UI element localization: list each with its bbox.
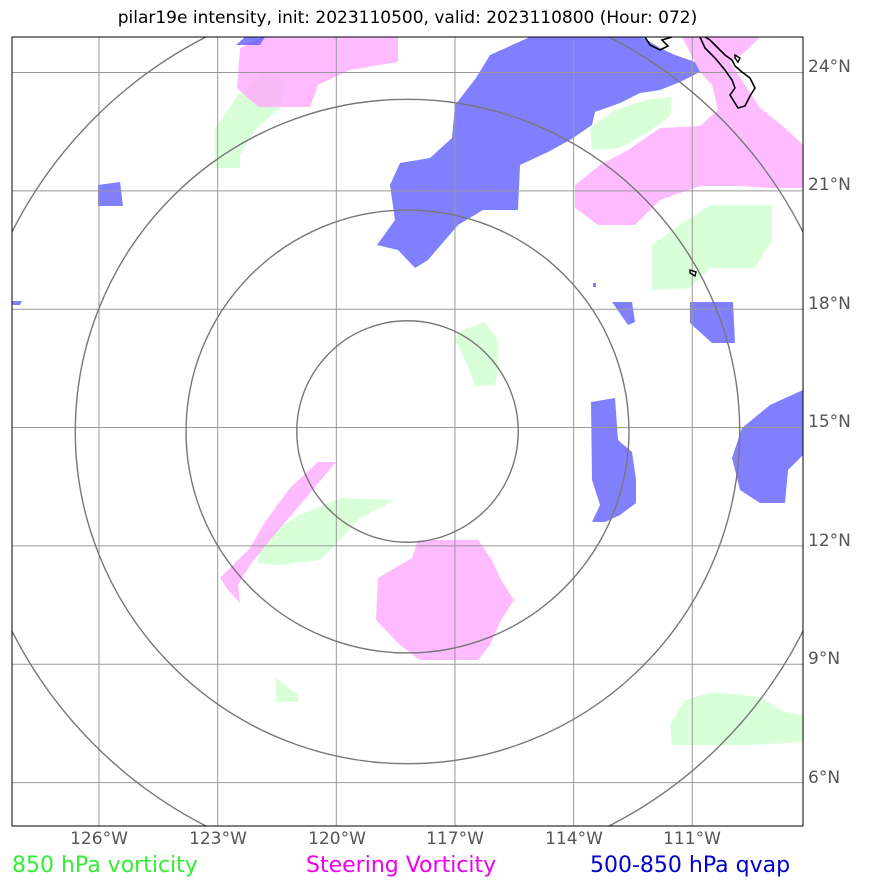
steering-patch [220,462,336,603]
qvap-patch [377,37,700,268]
steering-patch [575,37,803,225]
range-ring [185,209,630,654]
vorticity-patch [670,692,803,745]
lon-tick-label: 120°W [308,829,366,849]
lon-tick-label: 126°W [70,829,128,849]
lat-tick-label: 18°N [808,294,851,314]
vorticity-patch [258,498,395,565]
lon-tick-label: 117°W [426,829,484,849]
range-ring [296,320,519,543]
lon-tick-label: 111°W [663,829,721,849]
coastline-segment [689,53,741,278]
legend-850-vorticity: 850 hPa vorticity [12,853,198,878]
qvap-patch [98,182,123,206]
qvap-patch [732,390,803,503]
lon-tick-label: 114°W [545,829,603,849]
legend-steering-vorticity: Steering Vorticity [306,853,497,878]
steering-patch [237,37,398,107]
qvap-patch [612,302,635,325]
qvap-patch [12,301,22,305]
map-frame [11,36,804,827]
lat-tick-label: 12°N [808,531,851,551]
steering-vorticity-shading [220,37,803,660]
vorticity-patch [276,678,298,702]
field-layer [12,37,803,745]
qvap-patch [690,302,735,343]
lat-tick-label: 15°N [808,412,851,432]
vorticity-patch [652,205,772,290]
qvap-patch [591,398,636,522]
lat-tick-label: 6°N [808,768,841,788]
steering-patch [376,540,514,660]
qvap-shading [12,37,803,522]
coastline-segment [644,37,756,109]
coastline [644,37,756,278]
lon-tick-label: 123°W [189,829,247,849]
qvap-patch [236,37,265,45]
qvap-patch [593,283,596,287]
plot-title: pilar19e intensity, init: 2023110500, va… [117,8,698,28]
legend-qvap: 500-850 hPa qvap [590,853,791,878]
range-ring [74,98,741,765]
lat-lon-gridlines [12,37,803,826]
vorticity-patch [590,97,672,150]
lat-tick-label: 24°N [808,57,851,77]
lat-tick-label: 9°N [808,649,841,669]
range-rings [12,37,803,826]
lat-tick-label: 21°N [808,175,851,195]
